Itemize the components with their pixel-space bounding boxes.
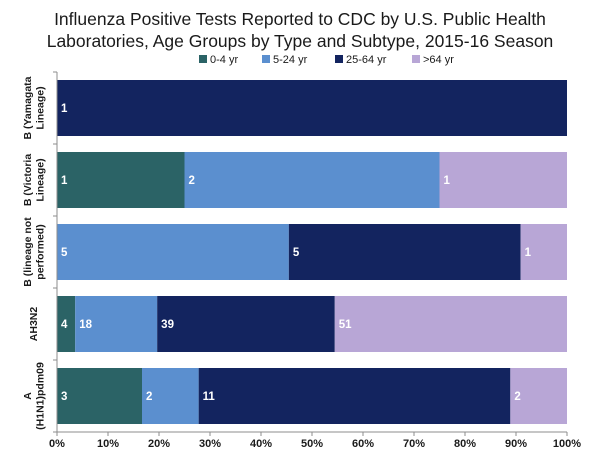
data-label: 1 bbox=[61, 103, 68, 115]
chart-title-line-1: Influenza Positive Tests Reported to CDC… bbox=[54, 9, 546, 29]
bar-segment bbox=[57, 296, 76, 352]
bar-segment bbox=[198, 368, 511, 424]
chart-title-line-2: Laboratories, Age Groups by Type and Sub… bbox=[47, 31, 554, 51]
x-tick-label: 40% bbox=[250, 438, 272, 450]
legend-label: 25-64 yr bbox=[346, 54, 387, 66]
x-tick-label: 20% bbox=[148, 438, 170, 450]
bar-segment bbox=[57, 224, 289, 280]
x-tick-label: 70% bbox=[403, 438, 425, 450]
bar-segment bbox=[334, 296, 567, 352]
category-label: B (Yamagata bbox=[22, 76, 34, 139]
category-label: AH3N2 bbox=[28, 307, 40, 342]
bar-segment bbox=[157, 296, 335, 352]
x-tick-label: 30% bbox=[199, 438, 221, 450]
bar-segment bbox=[75, 296, 158, 352]
category-label: Lineage) bbox=[34, 158, 46, 201]
data-label: 3 bbox=[61, 391, 67, 403]
x-tick-label: 100% bbox=[553, 438, 581, 450]
data-label: 5 bbox=[293, 247, 300, 259]
x-axis: 0% 10% 20% 30% 40% 50% 60% 70% 80% 90% 100% bbox=[49, 431, 581, 450]
data-label: 1 bbox=[525, 247, 532, 259]
data-label: 2 bbox=[189, 175, 195, 187]
x-tick-label: 50% bbox=[301, 438, 323, 450]
category-label: B (Victoria bbox=[22, 154, 34, 206]
x-tick-label: 90% bbox=[505, 438, 527, 450]
bar-segment bbox=[184, 152, 440, 208]
data-label: 4 bbox=[61, 319, 68, 331]
bar-segment bbox=[57, 80, 567, 136]
legend-label: 5-24 yr bbox=[273, 54, 308, 66]
data-label: 11 bbox=[203, 391, 216, 403]
x-tick-label: 80% bbox=[454, 438, 476, 450]
x-tick-label: 60% bbox=[352, 438, 374, 450]
legend-swatch bbox=[412, 55, 420, 63]
legend-swatch bbox=[262, 55, 270, 63]
bars: 11 2 15 5 14 18 39 513 2 11 2 bbox=[57, 80, 567, 424]
legend: 0-4 yr 5-24 yr 25-64 yr >64 yr bbox=[199, 54, 454, 66]
legend-label: 0-4 yr bbox=[210, 54, 238, 66]
data-label: 1 bbox=[61, 175, 68, 187]
legend-label: >64 yr bbox=[423, 54, 454, 66]
bar-segment bbox=[142, 368, 199, 424]
x-tick-label: 10% bbox=[97, 438, 119, 450]
data-label: 18 bbox=[79, 319, 92, 331]
category-label: A bbox=[22, 392, 34, 400]
legend-swatch bbox=[335, 55, 343, 63]
bar-segment bbox=[439, 152, 567, 208]
legend-swatch bbox=[199, 55, 207, 63]
category-label: (H1N1)pdm09 bbox=[34, 362, 46, 430]
bar-segment bbox=[510, 368, 567, 424]
bar-segment bbox=[520, 224, 567, 280]
y-axis: B (Yamagata Lineage)B (Victoria Lineage)B … bbox=[22, 71, 58, 433]
category-label: Lineage) bbox=[34, 86, 46, 129]
category-label: performed) bbox=[34, 224, 46, 279]
data-label: 2 bbox=[146, 391, 152, 403]
data-label: 51 bbox=[339, 319, 352, 331]
bar-segment bbox=[57, 152, 185, 208]
x-tick-label: 0% bbox=[49, 438, 65, 450]
data-label: 1 bbox=[444, 175, 451, 187]
category-label: B (lineage not bbox=[22, 217, 34, 287]
data-label: 39 bbox=[161, 319, 174, 331]
data-label: 5 bbox=[61, 247, 68, 259]
data-label: 2 bbox=[514, 391, 520, 403]
bar-segment bbox=[57, 368, 142, 424]
bar-segment bbox=[288, 224, 521, 280]
